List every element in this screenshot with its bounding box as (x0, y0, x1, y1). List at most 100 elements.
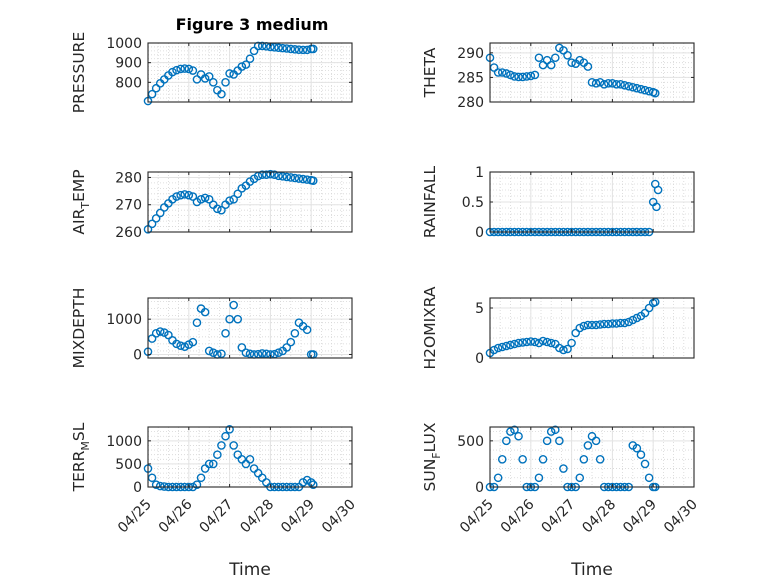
data-point (534, 338, 544, 348)
data-point (518, 338, 527, 347)
data-point (497, 455, 507, 464)
y-tick-label: 900 (115, 56, 142, 72)
data-point (546, 338, 556, 348)
data-point (286, 173, 296, 182)
x-tick-label: 04/25 (457, 497, 497, 537)
y-tick-label: 0 (133, 480, 142, 496)
data-point (155, 481, 165, 491)
y-axis-label: H2OMIXRA (421, 286, 439, 369)
y-axis-label: MIXDEPTH (70, 288, 88, 369)
data-point (302, 175, 312, 184)
data-point (534, 473, 544, 483)
data-point (241, 348, 251, 358)
y-tick-label: 290 (457, 46, 484, 62)
data-point (612, 80, 621, 89)
data-point (650, 88, 660, 98)
data-point (221, 78, 230, 87)
data-point (510, 72, 519, 81)
data-point (302, 45, 312, 55)
data-point (192, 318, 202, 328)
data-point (180, 190, 190, 199)
data-point (555, 436, 564, 446)
data-point (229, 300, 238, 310)
data-point (245, 54, 255, 64)
x-tick-label: 04/26 (156, 496, 196, 536)
data-point (497, 68, 507, 77)
data-point (502, 436, 511, 446)
axes-box (147, 42, 353, 103)
data-point (632, 443, 642, 453)
data-point (155, 327, 165, 336)
data-point (583, 62, 593, 71)
data-point (608, 79, 617, 88)
data-point (213, 450, 222, 459)
data-point (644, 303, 654, 313)
y-tick-label: 280 (457, 95, 484, 111)
data-point (538, 455, 548, 464)
y-axis-label: TERRMSL (70, 422, 92, 492)
data-point (196, 194, 206, 204)
data-point (155, 208, 165, 218)
y-axis-label: PRESSURE (70, 32, 88, 114)
y-axis-label: AIRTEMP (70, 169, 92, 234)
subplot-terr-msl: 0 500 1000 TERRMSL 04/25 04/26 04/27 04/28 04/29… (70, 422, 359, 580)
data-point (616, 318, 625, 328)
data-point (518, 72, 527, 82)
data-point (257, 349, 267, 358)
data-point (502, 69, 511, 78)
data-point (282, 44, 292, 53)
data-point (493, 68, 503, 77)
data-point (204, 459, 214, 469)
data-point (164, 330, 173, 340)
subplot-mixdepth: 0 1000 MIXDEPTH (70, 288, 353, 369)
x-tick-label: 04/28 (579, 497, 619, 537)
data-point (282, 172, 292, 182)
minor-grid (147, 426, 353, 488)
data-point (595, 455, 605, 464)
axes-box (147, 297, 353, 359)
data-point (225, 425, 234, 434)
data-point (571, 328, 580, 338)
data-point (567, 338, 576, 348)
data-point (262, 349, 271, 359)
data-point (192, 480, 202, 489)
data-point (644, 473, 654, 483)
subplot-rainfall: 0 0.5 1 RAINFALL (421, 165, 695, 241)
data-point (583, 441, 593, 450)
data-point (587, 320, 597, 330)
data-point (579, 321, 589, 331)
data-point (493, 343, 503, 353)
data-point (514, 72, 523, 82)
data-point (184, 64, 194, 74)
data-point (274, 348, 283, 358)
data-point (217, 89, 226, 99)
data-point (257, 41, 267, 51)
y-tick-label: 260 (115, 225, 142, 241)
data-point (208, 78, 218, 87)
data-point (579, 455, 589, 464)
data-point (151, 328, 161, 338)
data-point (229, 441, 238, 450)
data-point (225, 69, 234, 78)
data-point (241, 60, 251, 69)
y-tick-label: 0.5 (462, 195, 484, 211)
data-point (599, 80, 609, 89)
data-point (278, 172, 287, 181)
data-point (298, 45, 308, 55)
data-point (208, 459, 218, 469)
data-point (302, 325, 312, 335)
x-axis-label: Time (570, 560, 613, 580)
data-point (217, 441, 226, 450)
data-point (575, 323, 585, 333)
data-point (575, 473, 585, 483)
data-point (278, 43, 287, 53)
data-point (628, 82, 638, 92)
series-markers (143, 169, 318, 234)
data-point (245, 455, 255, 464)
subplot-pressure: 800 900 1000 PRESSURE (70, 32, 353, 114)
data-point (176, 64, 185, 74)
data-point (542, 337, 552, 347)
data-point (253, 41, 263, 51)
data-point (308, 44, 318, 54)
data-point (632, 83, 642, 93)
